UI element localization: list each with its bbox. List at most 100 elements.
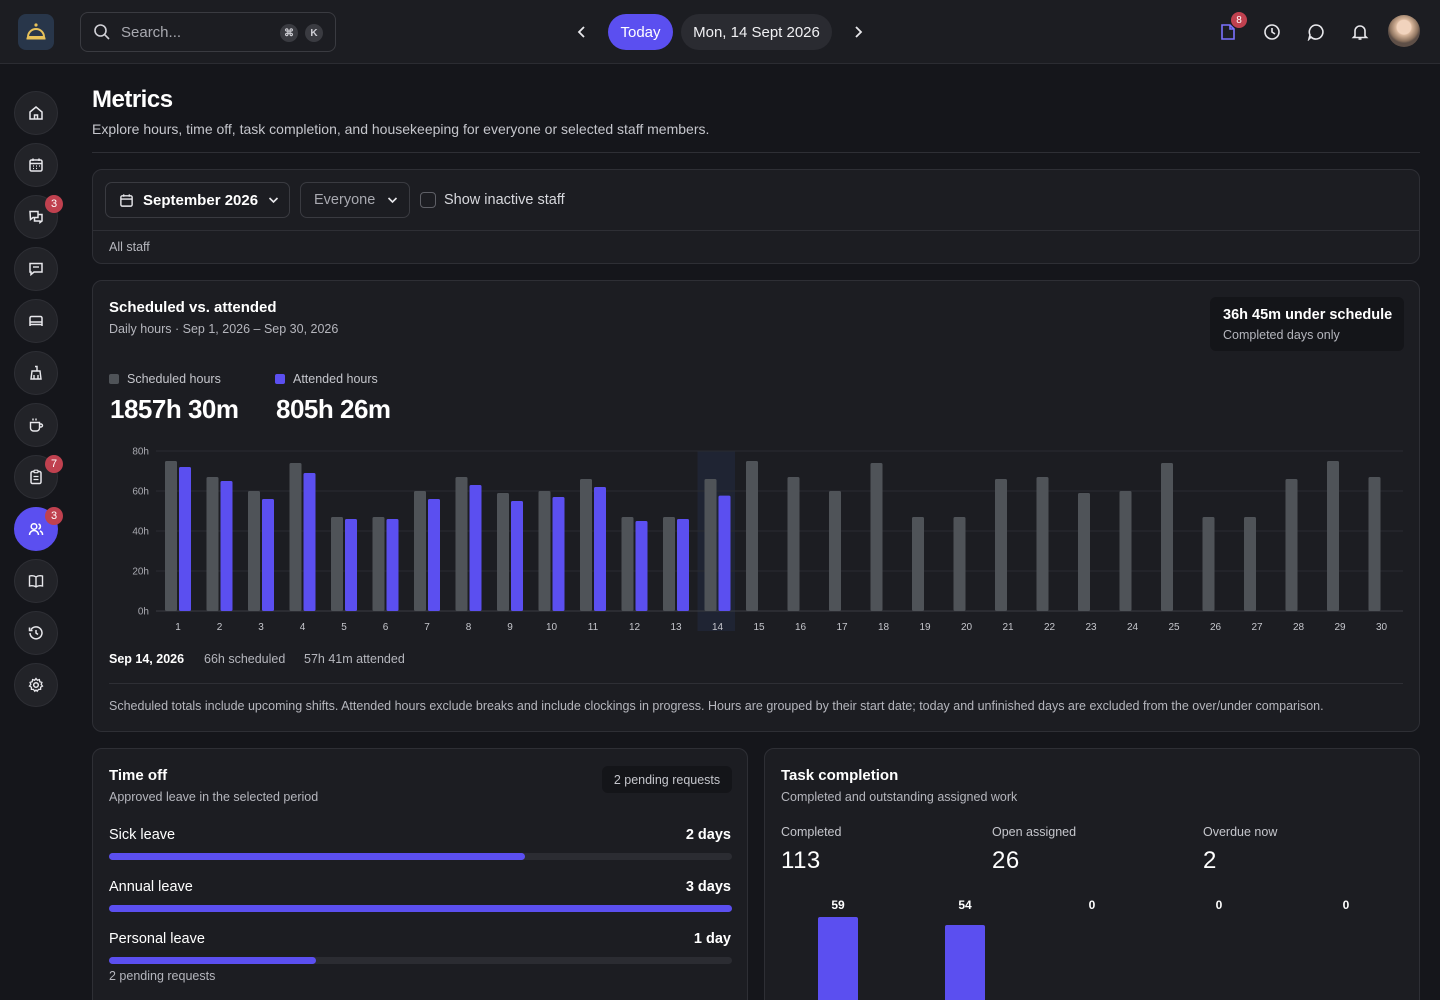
leave-label-personal: Personal leave [109, 931, 205, 947]
divider [92, 152, 1420, 153]
x-tick-label: 12 [629, 622, 641, 633]
chevron-right-icon [855, 26, 863, 38]
prev-day-button[interactable] [570, 20, 594, 44]
sidebar: 3 7 3 [0, 64, 72, 1000]
bar-scheduled [331, 517, 343, 611]
x-tick-label: 15 [753, 622, 765, 633]
attendance-subtitle: Daily hours · Sep 1, 2026 – Sep 30, 2026 [109, 322, 339, 336]
x-tick-label: 9 [507, 622, 513, 633]
notifications-button[interactable] [1348, 20, 1372, 44]
x-tick-label: 29 [1334, 622, 1346, 633]
app-logo[interactable] [18, 14, 54, 50]
x-tick-label: 7 [424, 622, 430, 633]
sidebar-item-history[interactable] [14, 611, 58, 655]
stat-overdue-label: Overdue now [1203, 825, 1278, 839]
leave-value-personal: 1 day [693, 931, 731, 947]
notes-button[interactable] [1216, 20, 1240, 44]
bar-attended [511, 501, 523, 611]
staff-select-label: Everyone [314, 192, 376, 208]
search-input[interactable]: Search... ⌘ K [80, 12, 336, 52]
selected-attended: 57h 41m attended [304, 652, 405, 666]
search-icon [94, 24, 110, 40]
bar-scheduled [372, 517, 385, 611]
task-bar-label: 0 [1088, 898, 1096, 912]
bar-scheduled [206, 477, 219, 611]
task-subtitle: Completed and outstanding assigned work [781, 790, 1018, 804]
sidebar-item-feedback[interactable] [14, 247, 58, 291]
messages-icon [29, 210, 43, 224]
user-avatar[interactable] [1388, 15, 1420, 47]
chevron-down-icon [388, 197, 398, 204]
bar-scheduled [1078, 493, 1090, 611]
x-tick-label: 22 [1044, 622, 1056, 633]
sidebar-item-calendar[interactable] [14, 143, 58, 187]
show-inactive-checkbox[interactable] [420, 192, 436, 208]
sidebar-item-guide[interactable] [14, 559, 58, 603]
stat-completed-value: 113 [781, 847, 821, 874]
book-open-icon [28, 575, 44, 588]
top-bar: Search... ⌘ K Today Mon, 14 Sept 2026 8 [0, 0, 1440, 64]
bar-attended [386, 519, 399, 611]
leave-fill-personal [109, 957, 317, 964]
show-inactive-label: Show inactive staff [444, 192, 565, 208]
bed-icon [29, 315, 43, 326]
sidebar-item-breakfast[interactable] [14, 403, 58, 447]
leave-track-annual [109, 905, 732, 912]
coffee-cup-icon [29, 418, 44, 432]
x-tick-label: 27 [1251, 622, 1263, 633]
page-title: Metrics [92, 86, 173, 113]
sidebar-item-settings[interactable] [14, 663, 58, 707]
leave-track-personal [109, 957, 732, 964]
filter-card: September 2026 Everyone Show inactive st… [92, 169, 1420, 264]
selected-scheduled: 66h scheduled [204, 652, 286, 666]
x-tick-label: 6 [383, 622, 389, 633]
bar-scheduled [497, 493, 509, 611]
x-tick-label: 18 [878, 622, 890, 633]
bar-scheduled [414, 491, 426, 611]
users-icon [28, 522, 44, 536]
gear-icon [28, 677, 44, 693]
x-tick-label: 30 [1376, 622, 1388, 633]
bar-attended [677, 519, 689, 611]
bell-dome-icon [26, 23, 46, 40]
staff-select[interactable]: Everyone [300, 182, 410, 218]
y-tick-label: 60h [132, 487, 149, 498]
home-icon [29, 106, 43, 120]
notes-badge: 8 [1231, 12, 1247, 28]
history-icon [28, 626, 43, 640]
bar-attended [428, 499, 440, 611]
x-tick-label: 16 [795, 622, 807, 633]
task-bar [945, 925, 985, 1000]
bar-attended [552, 497, 565, 611]
legend-attended: Attended hours [275, 372, 378, 386]
date-picker-button[interactable]: Mon, 14 Sept 2026 [681, 14, 832, 50]
bar-attended [635, 521, 648, 611]
task-bar-label: 0 [1342, 898, 1350, 912]
bar-scheduled [1327, 461, 1339, 611]
x-tick-label: 11 [588, 622, 599, 633]
legend-swatch-attended [275, 374, 285, 384]
x-tick-label: 2 [217, 622, 223, 633]
sidebar-item-tasks[interactable] [14, 455, 58, 499]
clock-button[interactable] [1260, 20, 1284, 44]
clipboard-icon [30, 469, 42, 485]
bell-icon [1351, 25, 1369, 40]
x-tick-label: 8 [466, 622, 472, 633]
x-tick-label: 26 [1210, 622, 1222, 633]
time-off-card: Time off Approved leave in the selected … [92, 748, 748, 1000]
clock-icon [1264, 24, 1280, 40]
x-tick-label: 1 [175, 622, 181, 633]
sidebar-item-home[interactable] [14, 91, 58, 135]
pending-requests-pill[interactable]: 2 pending requests [602, 766, 732, 793]
sidebar-item-housekeeping[interactable] [14, 351, 58, 395]
chevron-down-icon [269, 197, 279, 204]
today-button[interactable]: Today [608, 14, 673, 50]
bar-scheduled [704, 479, 717, 611]
bar-attended [345, 519, 357, 611]
next-day-button[interactable] [846, 20, 870, 44]
chat-button[interactable] [1304, 20, 1328, 44]
bar-scheduled [1244, 517, 1256, 611]
month-select[interactable]: September 2026 [105, 182, 290, 218]
sidebar-item-rooms[interactable] [14, 299, 58, 343]
